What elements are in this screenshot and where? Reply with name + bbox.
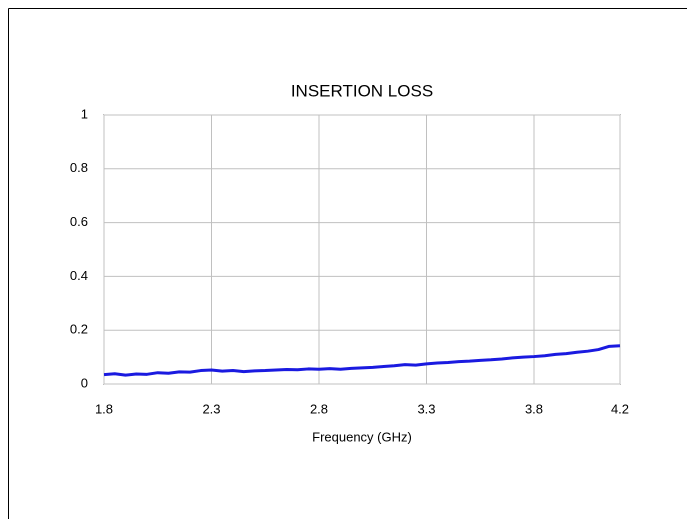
x-tick-label: 2.8 (310, 401, 328, 416)
data-line (103, 344, 621, 377)
x-tick-label: 4.2 (611, 401, 629, 416)
y-tick-label: 0 (81, 375, 88, 390)
chart-title: INSERTION LOSS (291, 81, 433, 100)
y-tick-label: 0.2 (70, 322, 88, 337)
y-tick-label: 0.4 (70, 268, 88, 283)
x-tick-label: 1.8 (95, 401, 113, 416)
x-tick-label: 3.8 (525, 401, 543, 416)
y-tick-label: 0.8 (70, 160, 88, 175)
x-tick-label: 3.3 (417, 401, 435, 416)
x-axis-label: Frequency (GHz) (312, 429, 412, 444)
x-tick-label: 2.3 (202, 401, 220, 416)
y-tick-label: 0.6 (70, 214, 88, 229)
plot-area (103, 114, 621, 385)
y-tick-label: 1 (81, 106, 88, 121)
